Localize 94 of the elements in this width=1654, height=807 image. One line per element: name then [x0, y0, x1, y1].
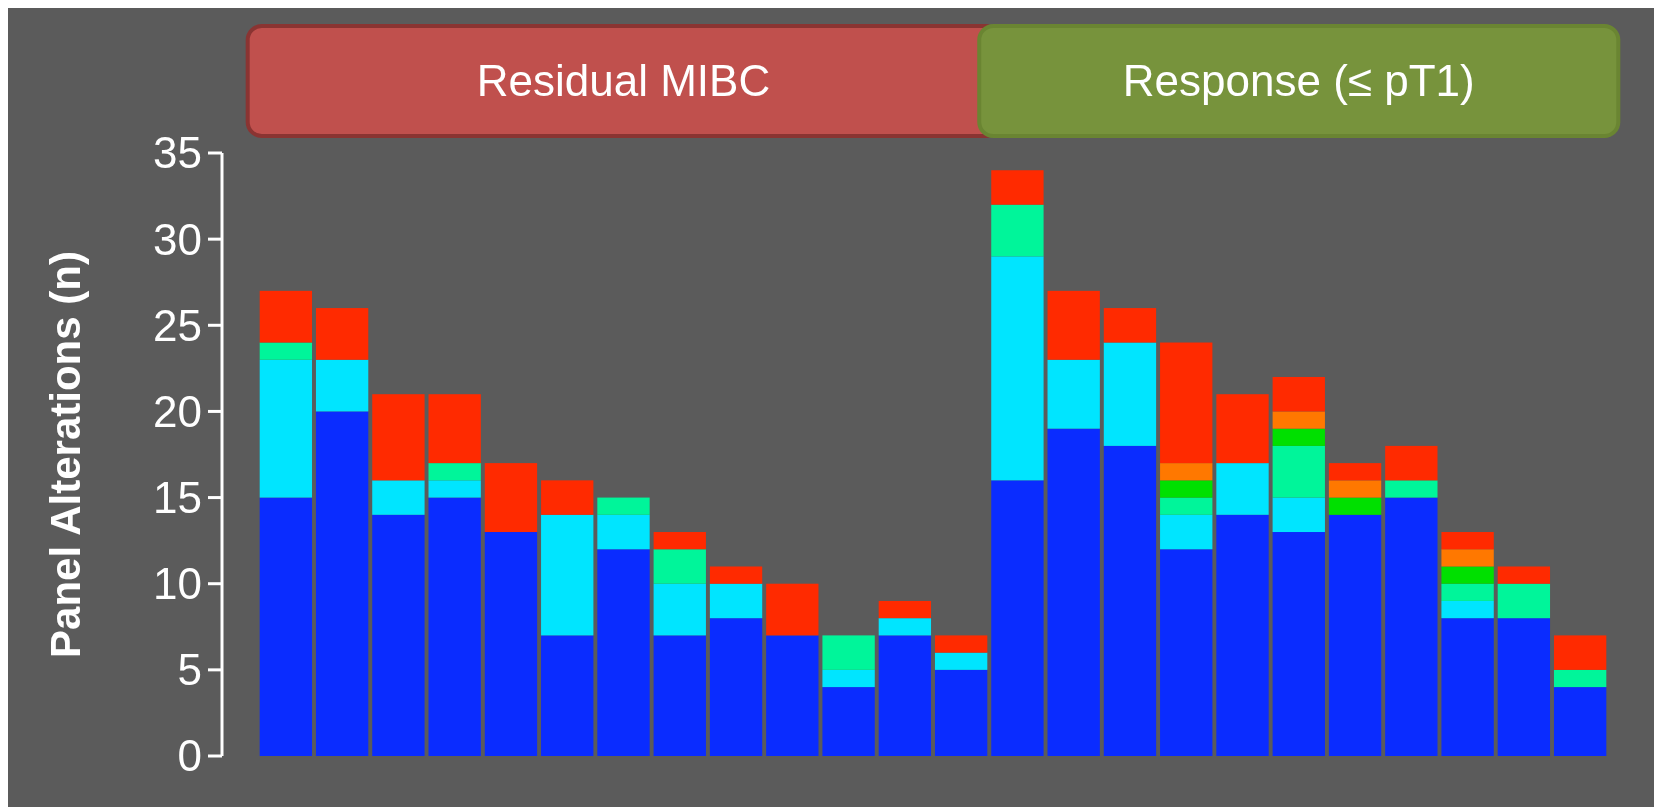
- bar: [991, 204, 1044, 257]
- bar: [1103, 342, 1157, 446]
- bar: [597, 514, 650, 550]
- bar: [315, 359, 369, 412]
- bar: [1272, 445, 1325, 498]
- group-header: Response (≤ pT1): [977, 24, 1621, 138]
- bar: [766, 583, 819, 636]
- y-tick-label: 5: [177, 645, 202, 695]
- bar: [1328, 514, 1382, 756]
- y-tick-label: 35: [153, 128, 202, 178]
- bar: [1272, 428, 1325, 446]
- bar: [259, 497, 313, 756]
- bar: [991, 256, 1044, 481]
- bar: [484, 532, 538, 756]
- bar: [653, 532, 706, 550]
- bar: [1441, 618, 1494, 756]
- bar: [653, 583, 706, 636]
- bar: [1497, 618, 1551, 756]
- bar: [1441, 600, 1494, 619]
- bar: [991, 170, 1044, 205]
- bar: [428, 497, 481, 756]
- bar: [1553, 687, 1607, 756]
- bar: [259, 342, 313, 360]
- bar: [259, 290, 313, 343]
- bar: [1272, 376, 1325, 412]
- bar: [934, 652, 988, 670]
- bar: [1385, 480, 1438, 498]
- bar: [822, 687, 875, 756]
- bar: [315, 308, 369, 360]
- bar: [541, 514, 594, 636]
- bar: [1160, 549, 1213, 756]
- bar: [372, 514, 425, 756]
- bar: [1160, 480, 1213, 498]
- bar: [541, 635, 594, 756]
- bar: [1103, 445, 1157, 756]
- bar: [372, 394, 425, 481]
- bar: [597, 549, 650, 756]
- y-tick-label: 0: [177, 731, 202, 781]
- bar: [1553, 635, 1607, 670]
- bar: [934, 669, 988, 756]
- bar: [597, 497, 650, 515]
- bar: [1497, 583, 1551, 619]
- bar: [766, 635, 819, 756]
- bar: [484, 463, 538, 533]
- bar: [428, 394, 481, 464]
- bar: [878, 618, 932, 636]
- bar: [653, 635, 706, 756]
- y-tick-label: 15: [153, 472, 202, 522]
- bar: [1553, 669, 1607, 688]
- y-tick-label: 30: [153, 214, 202, 264]
- bar: [709, 618, 763, 756]
- y-tick-label: 10: [153, 559, 202, 609]
- bar: [428, 480, 481, 498]
- bar: [1328, 463, 1382, 481]
- bar: [1047, 359, 1100, 429]
- bar: [372, 480, 425, 515]
- bar: [709, 566, 763, 584]
- bar: [1272, 411, 1325, 429]
- bar: [991, 480, 1044, 756]
- bar: [878, 635, 932, 756]
- bar: [1328, 480, 1382, 498]
- bar: [1216, 463, 1269, 515]
- bar: [259, 359, 313, 498]
- bar: [1497, 566, 1551, 584]
- bar: [878, 600, 932, 619]
- bar: [1441, 549, 1494, 567]
- bar: [1441, 566, 1494, 584]
- bar: [822, 635, 875, 670]
- bar: [1160, 463, 1213, 481]
- bar: [1160, 342, 1213, 464]
- bar: [1047, 290, 1100, 360]
- bar: [1160, 497, 1213, 515]
- bar: [709, 583, 763, 619]
- bar: [1216, 514, 1269, 756]
- y-tick-label: 25: [153, 300, 202, 350]
- bar: [1216, 394, 1269, 464]
- bar: [1160, 514, 1213, 550]
- y-axis-title: Panel Alterations (n): [42, 251, 89, 658]
- bar: [822, 669, 875, 688]
- bar: [1441, 532, 1494, 550]
- bar: [934, 635, 988, 653]
- bar: [1385, 445, 1438, 481]
- bar: [1047, 428, 1100, 756]
- bar: [1385, 497, 1438, 756]
- bar: [1328, 497, 1382, 515]
- bar: [1272, 532, 1325, 756]
- bar: [428, 463, 481, 481]
- bar: [315, 411, 369, 756]
- y-tick-label: 20: [153, 386, 202, 436]
- bar: [541, 480, 594, 515]
- bar: [1441, 583, 1494, 601]
- bar: [1272, 497, 1325, 533]
- bar: [1103, 308, 1157, 343]
- bar: [653, 549, 706, 584]
